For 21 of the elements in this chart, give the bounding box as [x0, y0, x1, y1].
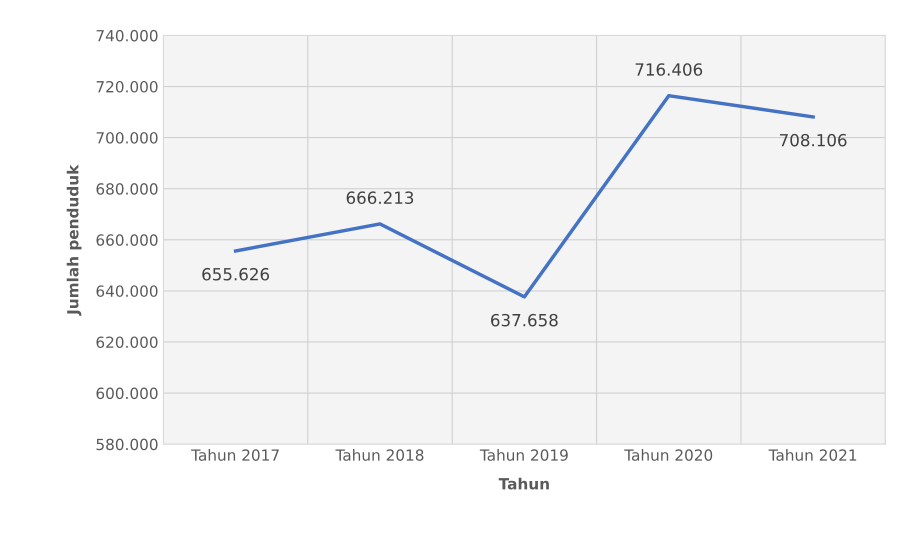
y-tick-label: 580.000 — [96, 438, 158, 450]
y-axis-title: Jumlah penduduk — [66, 164, 82, 316]
y-tick-label: 660.000 — [96, 234, 158, 246]
x-axis-title: Tahun — [498, 478, 549, 490]
y-tick-label: 700.000 — [96, 132, 158, 144]
data-label: 716.406 — [636, 63, 702, 76]
data-label: 666.213 — [346, 191, 414, 204]
x-tick-label: Tahun 2019 — [480, 449, 568, 461]
y-tick-label: 720.000 — [96, 80, 158, 93]
y-tick-label: 600.000 — [96, 388, 158, 400]
y-tick-label: 640.000 — [96, 285, 158, 297]
x-tick-label: Tahun 2021 — [768, 449, 856, 461]
x-tick-label: Tahun 2018 — [335, 449, 424, 461]
data-label: 708.106 — [780, 134, 847, 146]
data-label: 655.626 — [202, 268, 270, 281]
x-tick-label: Tahun 2017 — [191, 449, 279, 461]
y-tick-label: 680.000 — [96, 183, 158, 195]
y-tick-label: 620.000 — [96, 336, 158, 348]
y-tick-label: 740.000 — [96, 30, 158, 42]
data-label: 637.658 — [491, 314, 558, 326]
x-tick-label: Tahun 2020 — [624, 449, 712, 461]
